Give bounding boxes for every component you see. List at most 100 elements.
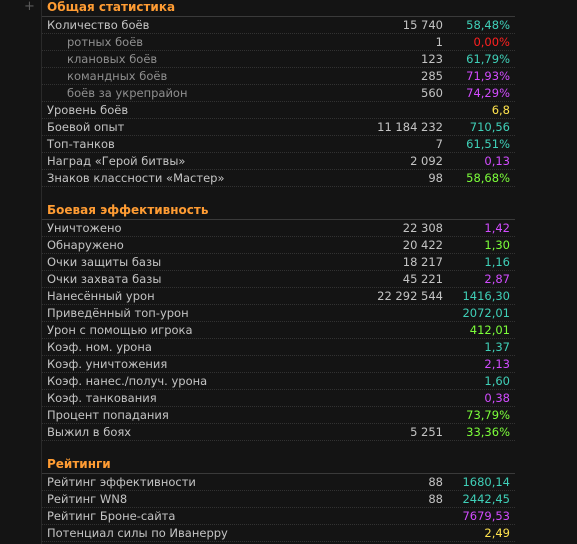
stat-value: 74,29% [466,86,510,100]
stat-count: 285 [421,69,443,83]
stat-row: командных боёв 285 71,93% [42,68,515,85]
stat-label: Рейтинг Броне-сайта [47,509,176,523]
stat-label: Боевой опыт [47,120,125,134]
stat-label: Потенциал силы по Иванерру [47,526,228,540]
stat-label: Рейтинг эффективности [47,475,196,489]
stat-row: Рейтинг эффективности 88 1680,14 [42,474,515,491]
section-gap [42,441,515,457]
stat-label: Знаков классности «Мастер» [47,171,225,185]
stat-label: клановых боёв [67,52,158,66]
stat-label: Топ-танков [47,137,115,151]
stat-count: 22 308 [402,221,443,235]
stat-count: 1 [435,35,443,49]
stats-table: Общая статистика Количество боёв 15 740 58… [42,0,515,542]
stat-count: 11 184 232 [377,120,443,134]
stat-value: 73,79% [466,408,510,422]
stat-value: 2442,45 [462,492,510,506]
stat-label: ротных боёв [67,35,144,49]
stat-value: 2,87 [484,272,510,286]
stat-count: 7 [435,137,443,151]
stat-label: Урон с помощью игрока [47,323,193,337]
stat-row: Приведённый топ-урон 2072,01 [42,305,515,322]
stat-value: 1680,14 [462,475,510,489]
stat-label: Обнаружено [47,238,124,252]
expand-toggle-icon[interactable]: + [24,0,35,14]
stat-value: 412,01 [469,323,510,337]
column-divider [41,0,42,544]
stat-value: 6,8 [491,103,510,117]
stat-value: 1416,30 [462,289,510,303]
stat-label: Процент попадания [47,408,169,422]
stat-label: Уничтожено [47,221,122,235]
stat-row: Урон с помощью игрока 412,01 [42,322,515,339]
stat-row: Коэф. уничтожения 2,13 [42,356,515,373]
stat-row: Обнаружено 20 422 1,30 [42,237,515,254]
battle-efficiency-section: Уничтожено 22 308 1,42 Обнаружено 20 422 1,30… [42,220,515,441]
section-gap [42,187,515,203]
stat-value: 33,36% [466,425,510,439]
stat-value: 71,93% [466,69,510,83]
stat-value: 0,38 [484,391,510,405]
stat-value: 7679,53 [462,509,510,523]
stat-value: 58,68% [466,171,510,185]
stat-count: 88 [428,475,443,489]
stat-row: Нанесённый урон 22 292 544 1416,30 [42,288,515,305]
stat-count: 18 217 [402,255,443,269]
stat-row: Коэф. нанес./получ. урона 1,60 [42,373,515,390]
stat-label: Коэф. нанес./получ. урона [47,374,208,388]
stat-row: Уровень боёв 6,8 [42,102,515,119]
stat-row: Топ-танков 7 61,51% [42,136,515,153]
stat-row: Процент попадания 73,79% [42,407,515,424]
stat-count: 98 [428,171,443,185]
stat-count: 15 740 [402,18,443,32]
stat-value: 2,13 [484,357,510,371]
stat-value: 2,49 [484,526,510,540]
stat-value: 1,16 [484,255,510,269]
stat-row: Боевой опыт 11 184 232 710,56 [42,119,515,136]
stat-value: 61,79% [466,52,510,66]
stat-row: ротных боёв 1 0,00% [42,34,515,51]
stat-value: 1,60 [484,374,510,388]
stat-row: Количество боёв 15 740 58,48% [42,17,515,34]
stat-count: 45 221 [402,272,443,286]
stat-label: Коэф. танкования [47,391,157,405]
stat-label: Наград «Герой битвы» [47,154,186,168]
stat-row: Уничтожено 22 308 1,42 [42,220,515,237]
stat-label: Нанесённый урон [47,289,155,303]
stat-label: Очки захвата базы [47,272,162,286]
section-title-ratings: Рейтинги [42,457,515,474]
stat-label: командных боёв [67,69,168,83]
stat-row: Знаков классности «Мастер» 98 58,68% [42,170,515,187]
stat-count: 20 422 [402,238,443,252]
stat-count: 123 [421,52,443,66]
stat-row: Наград «Герой битвы» 2 092 0,13 [42,153,515,170]
stat-label: Рейтинг WN8 [47,492,128,506]
stat-count: 22 292 544 [377,289,443,303]
section-title-battle: Боевая эффективность [42,203,515,220]
stat-value: 1,42 [484,221,510,235]
stat-row: Рейтинг Броне-сайта 7679,53 [42,508,515,525]
stat-label: Уровень боёв [47,103,129,117]
general-stats-section: Количество боёв 15 740 58,48% ротных боёв 1 0… [42,17,515,187]
stat-value: 0,13 [484,154,510,168]
stat-count: 560 [421,86,443,100]
stat-value: 1,37 [484,340,510,354]
stat-row: клановых боёв 123 61,79% [42,51,515,68]
stat-row: Коэф. ном. урона 1,37 [42,339,515,356]
stat-count: 5 251 [410,425,443,439]
stat-value: 710,56 [469,120,510,134]
stat-label: Приведённый топ-урон [47,306,189,320]
stat-count: 88 [428,492,443,506]
stat-row: Очки захвата базы 45 221 2,87 [42,271,515,288]
stat-value: 61,51% [466,137,510,151]
stat-row: Потенциал силы по Иванерру 2,49 [42,525,515,542]
stat-row: Очки защиты базы 18 217 1,16 [42,254,515,271]
stat-label: Коэф. уничтожения [47,357,168,371]
stat-row: Коэф. танкования 0,38 [42,390,515,407]
ratings-section: Рейтинг эффективности 88 1680,14 Рейтинг WN… [42,474,515,542]
stat-row: Выжил в боях 5 251 33,36% [42,424,515,441]
stat-count: 2 092 [410,154,443,168]
section-title-general: Общая статистика [42,0,515,17]
stat-label: Коэф. ном. урона [47,340,152,354]
stat-value: 0,00% [473,35,510,49]
